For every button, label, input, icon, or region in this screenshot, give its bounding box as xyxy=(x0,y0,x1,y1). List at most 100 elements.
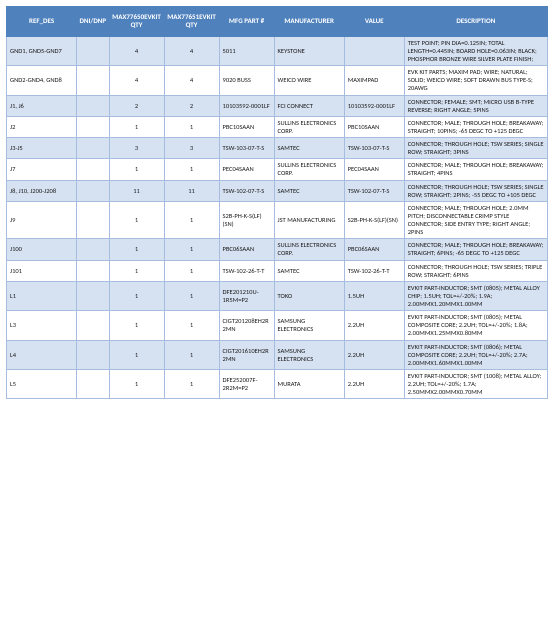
cell-mfg: PBC10SAAN xyxy=(219,116,274,137)
cell-desc: CONNECTOR; THROUGH HOLE; TSW SERIES; SIN… xyxy=(404,138,547,159)
cell-man: SULLINS ELECTRONICS CORP. xyxy=(274,116,344,137)
cell-q2: 2 xyxy=(164,95,219,116)
cell-dni xyxy=(77,66,109,95)
cell-q2: 1 xyxy=(164,239,219,260)
cell-man: SAMSUNG ELECTRONICS xyxy=(274,340,344,369)
cell-val xyxy=(344,36,404,65)
table-row: GND1, GND5-GND7445011KEYSTONETEST POINT;… xyxy=(7,36,548,65)
cell-ref: J1, J6 xyxy=(7,95,77,116)
cell-q1: 1 xyxy=(109,116,164,137)
cell-mfg: 5011 xyxy=(219,36,274,65)
cell-val: 1.5UH xyxy=(344,281,404,310)
cell-ref: J9 xyxy=(7,201,77,239)
cell-q2: 1 xyxy=(164,116,219,137)
col-q1: MAX77650EVKIT QTY xyxy=(109,7,164,37)
cell-desc: TEST POINT; PIN DIA=0.125IN; TOTAL LENGT… xyxy=(404,36,547,65)
cell-man: WEICO WIRE xyxy=(274,66,344,95)
table-row: J8, J10, J200-J2081111TSW-102-07-T-SSAMT… xyxy=(7,180,548,201)
cell-mfg: 10103592-0001LF xyxy=(219,95,274,116)
cell-man: SAMTEC xyxy=(274,260,344,281)
cell-ref: J7 xyxy=(7,159,77,180)
cell-q2: 4 xyxy=(164,36,219,65)
cell-ref: J2 xyxy=(7,116,77,137)
table-row: J711PEC04SAANSULLINS ELECTRONICS CORP.PE… xyxy=(7,159,548,180)
cell-man: MURATA xyxy=(274,369,344,398)
cell-mfg: 9020 BUSS xyxy=(219,66,274,95)
cell-q1: 11 xyxy=(109,180,164,201)
cell-mfg: DFE252007F-2R2M=P2 xyxy=(219,369,274,398)
table-header: REF_DESDNI/DNPMAX77650EVKIT QTYMAX77651E… xyxy=(7,7,548,37)
cell-ref: L4 xyxy=(7,340,77,369)
col-val: VALUE xyxy=(344,7,404,37)
cell-q1: 1 xyxy=(109,281,164,310)
cell-val: PBC06SAAN xyxy=(344,239,404,260)
cell-man: SULLINS ELECTRONICS CORP. xyxy=(274,239,344,260)
cell-q2: 1 xyxy=(164,311,219,340)
cell-val: TSW-102-07-T-S xyxy=(344,180,404,201)
cell-dni xyxy=(77,116,109,137)
cell-mfg: DFE201210U-1R5M=P2 xyxy=(219,281,274,310)
cell-q2: 1 xyxy=(164,159,219,180)
cell-q1: 1 xyxy=(109,311,164,340)
cell-q2: 1 xyxy=(164,201,219,239)
cell-dni xyxy=(77,159,109,180)
cell-q2: 3 xyxy=(164,138,219,159)
cell-ref: J100 xyxy=(7,239,77,260)
table-row: GND2-GND4, GND8449020 BUSSWEICO WIREMAXI… xyxy=(7,66,548,95)
table-row: L311CIGT201208EH2R2MNSAMSUNG ELECTRONICS… xyxy=(7,311,548,340)
cell-val: TSW-103-07-T-S xyxy=(344,138,404,159)
cell-mfg: PBC06SAAN xyxy=(219,239,274,260)
table-row: L111DFE201210U-1R5M=P2TOKO1.5UHEVKIT PAR… xyxy=(7,281,548,310)
col-ref: REF_DES xyxy=(7,7,77,37)
cell-man: JST MANUFACTURING xyxy=(274,201,344,239)
cell-desc: CONNECTOR; MALE; THROUGH HOLE; BREAKAWAY… xyxy=(404,159,547,180)
cell-val: 10103592-0001LF xyxy=(344,95,404,116)
table-row: J211PBC10SAANSULLINS ELECTRONICS CORP.PB… xyxy=(7,116,548,137)
table-row: J911S2B-PH-K-S(LF)(SN)JST MANUFACTURINGS… xyxy=(7,201,548,239)
cell-q1: 2 xyxy=(109,95,164,116)
cell-mfg: TSW-103-07-T-S xyxy=(219,138,274,159)
cell-q2: 1 xyxy=(164,260,219,281)
cell-q2: 1 xyxy=(164,369,219,398)
cell-man: KEYSTONE xyxy=(274,36,344,65)
cell-desc: CONNECTOR; FEMALE; SMT; MICRO USB B-TYPE… xyxy=(404,95,547,116)
table-row: J10011PBC06SAANSULLINS ELECTRONICS CORP.… xyxy=(7,239,548,260)
cell-ref: GND1, GND5-GND7 xyxy=(7,36,77,65)
cell-dni xyxy=(77,340,109,369)
cell-dni xyxy=(77,260,109,281)
cell-q1: 1 xyxy=(109,201,164,239)
cell-q1: 1 xyxy=(109,159,164,180)
cell-ref: L1 xyxy=(7,281,77,310)
cell-man: SULLINS ELECTRONICS CORP. xyxy=(274,159,344,180)
cell-man: SAMTEC xyxy=(274,138,344,159)
cell-man: SAMTEC xyxy=(274,180,344,201)
col-man: MANUFACTURER xyxy=(274,7,344,37)
cell-q1: 3 xyxy=(109,138,164,159)
table-row: J10111TSW-102-26-T-TSAMTECTSW-102-26-T-T… xyxy=(7,260,548,281)
cell-q2: 4 xyxy=(164,66,219,95)
cell-dni xyxy=(77,369,109,398)
table-row: J1, J62210103592-0001LFFCI CONNECT101035… xyxy=(7,95,548,116)
cell-mfg: S2B-PH-K-S(LF)(SN) xyxy=(219,201,274,239)
cell-q1: 4 xyxy=(109,36,164,65)
cell-dni xyxy=(77,311,109,340)
cell-dni xyxy=(77,281,109,310)
cell-dni xyxy=(77,138,109,159)
cell-q1: 1 xyxy=(109,260,164,281)
cell-mfg: TSW-102-26-T-T xyxy=(219,260,274,281)
cell-val: PBC10SAAN xyxy=(344,116,404,137)
cell-val: 2.2UH xyxy=(344,369,404,398)
cell-dni xyxy=(77,95,109,116)
cell-q2: 1 xyxy=(164,281,219,310)
cell-q1: 1 xyxy=(109,239,164,260)
table-row: L411CIGT201610EH2R2MNSAMSUNG ELECTRONICS… xyxy=(7,340,548,369)
cell-desc: CONNECTOR; THROUGH HOLE; TSW SERIES; TRI… xyxy=(404,260,547,281)
table-row: L511DFE252007F-2R2M=P2MURATA2.2UHEVKIT P… xyxy=(7,369,548,398)
cell-ref: L5 xyxy=(7,369,77,398)
bom-table: REF_DESDNI/DNPMAX77650EVKIT QTYMAX77651E… xyxy=(6,6,548,399)
cell-desc: EVKIT PART-INDUCTOR; SMT (0806); METAL C… xyxy=(404,340,547,369)
cell-q2: 1 xyxy=(164,340,219,369)
cell-dni xyxy=(77,36,109,65)
cell-man: TOKO xyxy=(274,281,344,310)
cell-mfg: PEC04SAAN xyxy=(219,159,274,180)
